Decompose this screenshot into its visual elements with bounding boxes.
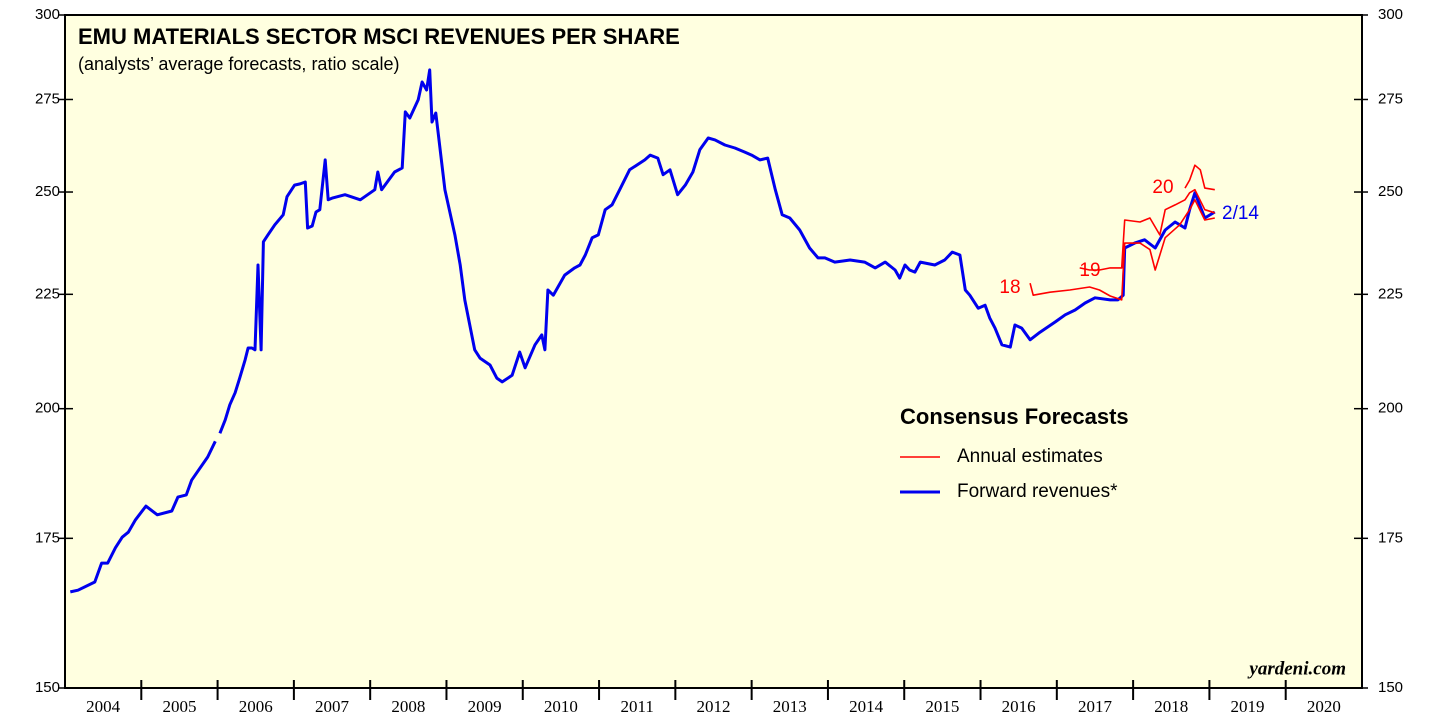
annotation: 20 xyxy=(1152,177,1173,198)
plot-area xyxy=(64,14,1363,689)
data-line xyxy=(1029,164,1216,301)
annotation: 2/14 xyxy=(1222,203,1259,224)
y-tick-label: 225 xyxy=(35,285,60,302)
x-tick-label: 2010 xyxy=(544,697,578,716)
y-tick-label: 300 xyxy=(35,6,60,23)
y2-tick-label: 175 xyxy=(1378,529,1403,546)
chart-title: EMU MATERIALS SECTOR MSCI REVENUES PER S… xyxy=(78,24,680,49)
x-tick-label: 2004 xyxy=(86,697,121,716)
x-tick-label: 2008 xyxy=(391,697,425,716)
x-tick-label: 2020 xyxy=(1307,697,1341,716)
annotation: 18 xyxy=(999,277,1020,298)
x-tick-label: 2006 xyxy=(239,697,273,716)
chart-subtitle: (analysts’ average forecasts, ratio scal… xyxy=(78,54,399,74)
x-tick-label: 2014 xyxy=(849,697,884,716)
legend-title: Consensus Forecasts xyxy=(900,404,1129,429)
y-tick-label: 250 xyxy=(35,183,60,200)
y-tick-label: 275 xyxy=(35,90,60,107)
x-tick-label: 2017 xyxy=(1078,697,1113,716)
x-tick-label: 2018 xyxy=(1154,697,1188,716)
x-tick-label: 2019 xyxy=(1231,697,1265,716)
y2-tick-label: 275 xyxy=(1378,90,1403,107)
x-tick-label: 2012 xyxy=(697,697,731,716)
x-tick-label: 2007 xyxy=(315,697,350,716)
y-tick-label: 175 xyxy=(35,529,60,546)
x-tick-label: 2005 xyxy=(162,697,196,716)
y2-tick-label: 150 xyxy=(1378,679,1403,696)
x-tick-label: 2015 xyxy=(925,697,959,716)
source: yardeni.com xyxy=(1247,658,1346,679)
legend-label: Annual estimates xyxy=(957,446,1103,467)
y2-tick-label: 200 xyxy=(1378,400,1403,417)
y2-tick-label: 250 xyxy=(1378,183,1403,200)
y2-tick-label: 225 xyxy=(1378,285,1403,302)
y2-tick-label: 300 xyxy=(1378,6,1403,23)
y-tick-label: 200 xyxy=(35,400,60,417)
x-tick-label: 2016 xyxy=(1002,697,1036,716)
annotation: 19 xyxy=(1079,260,1100,281)
y-tick-label: 150 xyxy=(35,679,60,696)
x-tick-label: 2011 xyxy=(621,697,654,716)
x-tick-label: 2013 xyxy=(773,697,807,716)
legend-label: Forward revenues* xyxy=(957,481,1118,502)
x-tick-label: 2009 xyxy=(468,697,502,716)
data-line xyxy=(69,68,1216,594)
